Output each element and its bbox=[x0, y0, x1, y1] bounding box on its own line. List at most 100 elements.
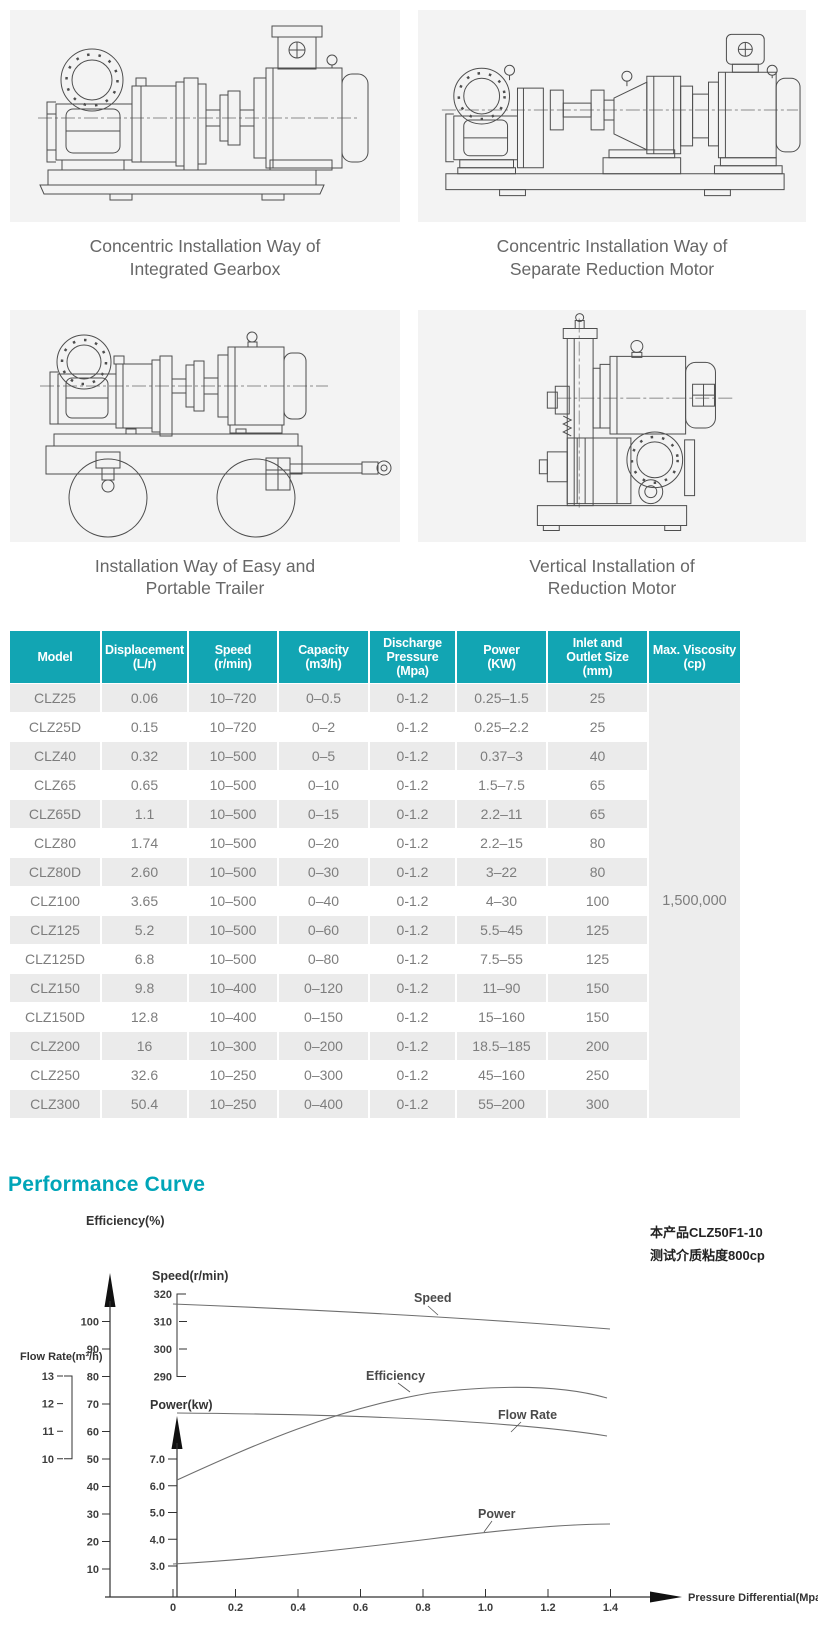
figure-vertical-reduction-motor: Vertical Installation of Reduction Motor bbox=[418, 289, 806, 609]
value-cell: 0.25–2.2 bbox=[457, 713, 546, 741]
value-cell: 55–200 bbox=[457, 1090, 546, 1118]
value-cell: 0–0.5 bbox=[279, 684, 368, 712]
col-header-model: Model bbox=[10, 631, 100, 683]
power-curve-label: Power bbox=[478, 1507, 516, 1521]
model-cell: CLZ25 bbox=[10, 684, 100, 712]
value-cell: 125 bbox=[548, 916, 647, 944]
integrated-gearbox-drawing bbox=[10, 10, 400, 222]
col-header-discharge-pressure: Discharge Pressure (Mpa) bbox=[370, 631, 455, 683]
flow-rate-curve bbox=[176, 1412, 608, 1437]
value-cell: 10–300 bbox=[189, 1032, 277, 1060]
value-cell: 40 bbox=[548, 742, 647, 770]
value-cell: 45–160 bbox=[457, 1061, 546, 1089]
value-cell: 1.1 bbox=[102, 800, 187, 828]
value-cell: 3.65 bbox=[102, 887, 187, 915]
tick-label: 60 bbox=[87, 1427, 99, 1439]
model-cell: CLZ80 bbox=[10, 829, 100, 857]
tick-label: 13 bbox=[42, 1371, 54, 1383]
table-row: CLZ150 9.8 10–400 0–120 0-1.2 11–90 150 bbox=[10, 974, 740, 1002]
col-header-capacity: Capacity (m3/h) bbox=[279, 631, 368, 683]
specifications-table: Model Displacement (L/r) Speed (r/min) C… bbox=[8, 630, 742, 1119]
table-row: CLZ250 32.6 10–250 0–300 0-1.2 45–160 250 bbox=[10, 1061, 740, 1089]
value-cell: 0-1.2 bbox=[370, 829, 455, 857]
tick-label: 70 bbox=[87, 1399, 99, 1411]
separate-reduction-motor-drawing bbox=[418, 10, 806, 222]
tick-label: 90 bbox=[87, 1344, 99, 1356]
value-cell: 0-1.2 bbox=[370, 742, 455, 770]
value-cell: 18.5–185 bbox=[457, 1032, 546, 1060]
model-cell: CLZ65D bbox=[10, 800, 100, 828]
value-cell: 32.6 bbox=[102, 1061, 187, 1089]
model-cell: CLZ150 bbox=[10, 974, 100, 1002]
value-cell: 0-1.2 bbox=[370, 713, 455, 741]
value-cell: 10–250 bbox=[189, 1090, 277, 1118]
table-row: CLZ125D 6.8 10–500 0–80 0-1.2 7.5–55 125 bbox=[10, 945, 740, 973]
flow-rate-axis: 13 12 11 10 bbox=[42, 1371, 73, 1466]
tick-label: 0.8 bbox=[415, 1602, 430, 1614]
value-cell: 10–400 bbox=[189, 974, 277, 1002]
value-cell: 1.5–7.5 bbox=[457, 771, 546, 799]
value-cell: 15–160 bbox=[457, 1003, 546, 1031]
table-row: CLZ40 0.32 10–500 0–5 0-1.2 0.37–3 40 bbox=[10, 742, 740, 770]
tick-label: 7.0 bbox=[150, 1454, 165, 1466]
table-row: CLZ65 0.65 10–500 0–10 0-1.2 1.5–7.5 65 bbox=[10, 771, 740, 799]
tick-label: 50 bbox=[87, 1454, 99, 1466]
value-cell: 0-1.2 bbox=[370, 887, 455, 915]
col-header-power: Power (KW) bbox=[457, 631, 546, 683]
tick-label: 1.2 bbox=[540, 1602, 555, 1614]
curve-labels: Speed Efficiency Flow Rate Power bbox=[366, 1291, 557, 1533]
model-cell: CLZ125D bbox=[10, 945, 100, 973]
speed-curve-label: Speed bbox=[414, 1291, 452, 1305]
value-cell: 0-1.2 bbox=[370, 1003, 455, 1031]
installation-figures: Concentric Installation Way of Integrate… bbox=[0, 10, 818, 608]
value-cell: 0–80 bbox=[279, 945, 368, 973]
value-cell: 12.8 bbox=[102, 1003, 187, 1031]
value-cell: 0-1.2 bbox=[370, 858, 455, 886]
value-cell: 4–30 bbox=[457, 887, 546, 915]
value-cell: 25 bbox=[548, 713, 647, 741]
performance-chart: Efficiency(%) Flow Rate(m³/h) Speed(r/mi… bbox=[20, 1214, 818, 1614]
value-cell: 0.32 bbox=[102, 742, 187, 770]
value-cell: 2.2–11 bbox=[457, 800, 546, 828]
col-header-speed: Speed (r/min) bbox=[189, 631, 277, 683]
model-cell: CLZ200 bbox=[10, 1032, 100, 1060]
power-axis-label: Power(kw) bbox=[150, 1398, 213, 1412]
value-cell: 0–2 bbox=[279, 713, 368, 741]
speed-axis-label: Speed(r/min) bbox=[152, 1269, 228, 1283]
value-cell: 65 bbox=[548, 800, 647, 828]
value-cell: 0.65 bbox=[102, 771, 187, 799]
tick-label: 310 bbox=[154, 1317, 172, 1329]
value-cell: 10–500 bbox=[189, 742, 277, 770]
value-cell: 150 bbox=[548, 974, 647, 1002]
value-cell: 150 bbox=[548, 1003, 647, 1031]
tick-label: 0.4 bbox=[290, 1602, 306, 1614]
figure-caption: Vertical Installation of Reduction Motor bbox=[529, 555, 695, 599]
value-cell: 0-1.2 bbox=[370, 1090, 455, 1118]
value-cell: 80 bbox=[548, 858, 647, 886]
table-row: CLZ80 1.74 10–500 0–20 0-1.2 2.2–15 80 bbox=[10, 829, 740, 857]
model-cell: CLZ300 bbox=[10, 1090, 100, 1118]
value-cell: 0–400 bbox=[279, 1090, 368, 1118]
value-cell: 0.25–1.5 bbox=[457, 684, 546, 712]
value-cell: 6.8 bbox=[102, 945, 187, 973]
figure-portable-trailer: Installation Way of Easy and Portable Tr… bbox=[10, 289, 400, 609]
value-cell: 0–300 bbox=[279, 1061, 368, 1089]
col-header-inlet-outlet-size: Inlet and Outlet Size (mm) bbox=[548, 631, 647, 683]
model-cell: CLZ80D bbox=[10, 858, 100, 886]
tick-label: 5.0 bbox=[150, 1508, 165, 1520]
value-cell: 0–30 bbox=[279, 858, 368, 886]
pressure-axis: 0 0.2 0.4 0.6 0.8 1.0 1.2 1.4 bbox=[105, 1589, 682, 1614]
tick-label: 11 bbox=[42, 1426, 54, 1438]
figure-separate-reduction-motor: Concentric Installation Way of Separate … bbox=[418, 10, 806, 289]
performance-curve-title: Performance Curve bbox=[8, 1173, 206, 1196]
figure-caption: Concentric Installation Way of Separate … bbox=[496, 236, 728, 279]
figure-integrated-gearbox: Concentric Installation Way of Integrate… bbox=[10, 10, 400, 289]
tick-label: 0.2 bbox=[228, 1602, 243, 1614]
tick-label: 100 bbox=[81, 1317, 99, 1329]
tick-label: 290 bbox=[154, 1372, 172, 1384]
value-cell: 10–500 bbox=[189, 858, 277, 886]
speed-curve bbox=[172, 1303, 611, 1330]
value-cell: 0-1.2 bbox=[370, 684, 455, 712]
table-row: CLZ80D 2.60 10–500 0–30 0-1.2 3–22 80 bbox=[10, 858, 740, 886]
